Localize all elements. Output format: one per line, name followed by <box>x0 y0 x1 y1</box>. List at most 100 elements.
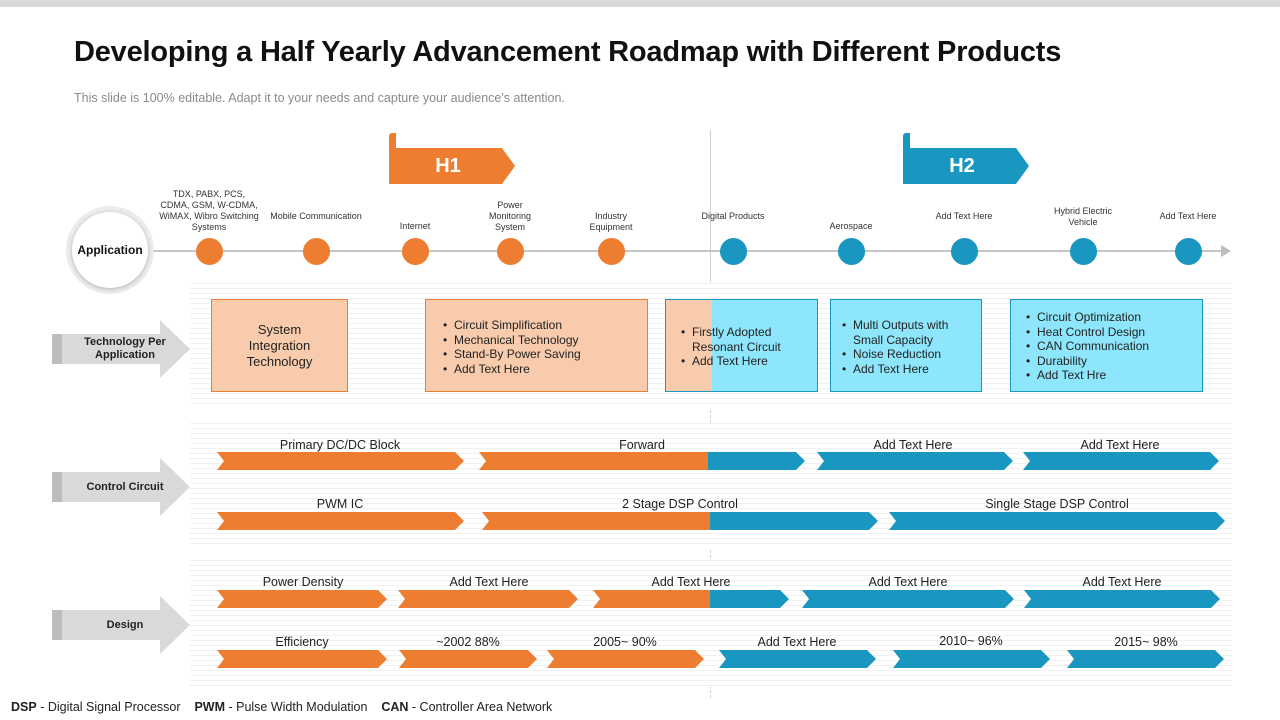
bar-label: Primary DC/DC Block <box>279 438 401 452</box>
row-label-technology: Technology Per Application <box>52 320 190 378</box>
design-bar <box>399 650 537 668</box>
design-bar <box>547 650 704 668</box>
tech-bullet: Circuit Optimization <box>1026 310 1202 325</box>
row-label-text: Design <box>106 618 144 631</box>
tech-bullet: Add Text Hre <box>1026 368 1202 383</box>
bar-label: PWM IC <box>316 497 364 511</box>
h2-flag: H2 <box>903 133 1029 184</box>
bar-label: 2015~ 98% <box>1114 635 1178 649</box>
tech-bullet: Firstly Adopted Resonant Circuit <box>681 325 792 354</box>
bar-label: Add Text Here <box>757 635 837 649</box>
design-bar <box>593 590 789 608</box>
control-bar <box>217 512 464 530</box>
abbr-dsp-text: - Digital Signal Processor <box>40 700 181 714</box>
milestone-dot <box>1175 238 1202 265</box>
milestone-label: TDX, PABX, PCS, CDMA, GSM, W-CDMA, WiMAX… <box>159 189 259 232</box>
bar-label: 2010~ 96% <box>939 634 1003 648</box>
tech-box-1: System Integration Technology <box>211 299 348 392</box>
tech-box-4: Multi Outputs with Small Capacity Noise … <box>830 299 982 392</box>
bar-label: Add Text Here <box>651 575 731 589</box>
tech-bullet: CAN Communication <box>1026 339 1202 354</box>
bar-label: Efficiency <box>275 635 329 649</box>
tech-bullet: Multi Outputs with Small Capacity <box>842 318 973 347</box>
row-label-control-circuit: Control Circuit <box>52 458 190 516</box>
bar-label: Add Text Here <box>868 575 948 589</box>
design-bar <box>893 650 1050 668</box>
design-bar <box>217 650 387 668</box>
tech-bullet: Heat Control Design <box>1026 325 1202 340</box>
design-bar <box>1024 590 1220 608</box>
tech-bullet: Stand-By Power Saving <box>443 347 647 362</box>
design-bar <box>217 590 387 608</box>
milestone-dot <box>303 238 330 265</box>
milestone-label: Industry Equipment <box>589 211 633 232</box>
tech-bullet: Circuit Simplification <box>443 318 647 333</box>
milestone-label: Hybrid Electric Vehicle <box>1053 206 1112 227</box>
bar-label: Single Stage DSP Control <box>985 497 1129 511</box>
milestone-dot <box>720 238 747 265</box>
design-bar <box>802 590 1014 608</box>
tech-bullet: Add Text Here <box>681 354 817 369</box>
milestone-label: Aerospace <box>829 221 873 231</box>
bar-label: Add Text Here <box>449 575 529 589</box>
bar-label: ~2002 88% <box>436 635 500 649</box>
abbreviation-footnote: DSP - Digital Signal Processor PWM - Pul… <box>11 700 552 714</box>
application-badge: Application <box>72 212 148 288</box>
control-bar <box>889 512 1225 530</box>
abbr-can: CAN <box>381 700 409 714</box>
control-bar <box>482 512 878 530</box>
bar-label: 2 Stage DSP Control <box>622 497 738 511</box>
design-bar <box>398 590 578 608</box>
milestone-dot <box>196 238 223 265</box>
abbr-can-text: - Controller Area Network <box>411 700 553 714</box>
tech-bullet: Add Text Here <box>842 362 981 377</box>
milestone-label: Add Text Here <box>935 211 993 221</box>
abbr-pwm-text: - Pulse Width Modulation <box>228 700 368 714</box>
tech-box-2: Circuit Simplification Mechanical Techno… <box>425 299 648 392</box>
bar-label: Add Text Here <box>1080 438 1160 452</box>
milestone-label: Internet <box>399 221 431 231</box>
design-bar <box>719 650 876 668</box>
page-subtitle: This slide is 100% editable. Adapt it to… <box>74 91 565 105</box>
top-accent-bar <box>0 0 1280 7</box>
bar-label: Add Text Here <box>873 438 953 452</box>
milestone-label: Power Monitoring System <box>488 200 532 232</box>
bar-label: 2005~ 90% <box>593 635 657 649</box>
half-divider-top <box>710 130 711 282</box>
h1-label: H1 <box>389 148 515 184</box>
row-label-text: Technology Per Application <box>84 336 166 361</box>
h2-label: H2 <box>903 148 1029 184</box>
tech-box-3: Firstly Adopted Resonant Circuit Add Tex… <box>665 299 818 392</box>
h1-flag: H1 <box>389 133 515 184</box>
timeline-line <box>150 250 1224 252</box>
bar-label: Add Text Here <box>1082 575 1162 589</box>
half-divider-bottom <box>710 400 711 698</box>
tech-bullet: Add Text Here <box>443 362 647 377</box>
tech-bullet: Mechanical Technology <box>443 333 647 348</box>
timeline-arrowhead <box>1221 245 1231 257</box>
bar-label: Power Density <box>262 575 344 589</box>
bar-label: Forward <box>619 438 665 452</box>
milestone-dot <box>598 238 625 265</box>
control-bar <box>817 452 1013 470</box>
tech-box-5: Circuit Optimization Heat Control Design… <box>1010 299 1203 392</box>
row-label-design: Design <box>52 596 190 654</box>
abbr-pwm: PWM <box>194 700 225 714</box>
tech-box-text: System Integration Technology <box>246 321 313 369</box>
tech-bullet: Durability <box>1026 354 1202 369</box>
milestone-dot <box>838 238 865 265</box>
milestone-dot <box>951 238 978 265</box>
tech-bullet: Noise Reduction <box>842 347 981 362</box>
control-bar <box>1023 452 1219 470</box>
design-bar <box>1067 650 1224 668</box>
milestone-dot <box>1070 238 1097 265</box>
abbr-dsp: DSP <box>11 700 37 714</box>
milestone-label: Add Text Here <box>1159 211 1217 221</box>
milestone-dot <box>497 238 524 265</box>
control-bar <box>217 452 464 470</box>
row-label-text: Control Circuit <box>86 480 164 493</box>
control-bar <box>479 452 805 470</box>
milestone-label: Digital Products <box>701 211 765 221</box>
page-title: Developing a Half Yearly Advancement Roa… <box>74 36 1062 68</box>
milestone-label: Mobile Communication <box>270 211 362 221</box>
